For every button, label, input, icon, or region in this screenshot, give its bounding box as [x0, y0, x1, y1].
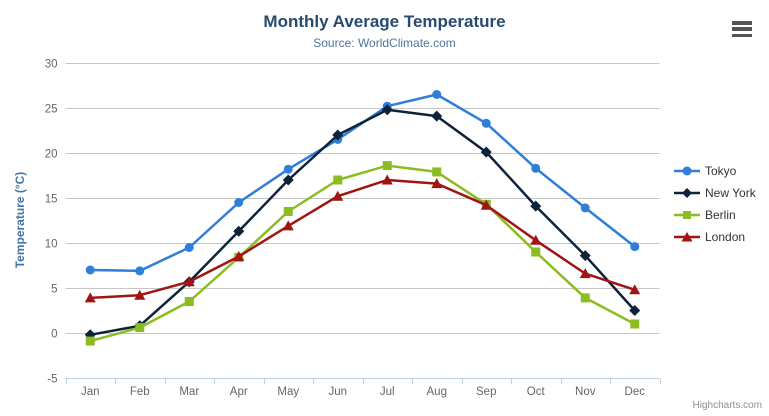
y-axis-label: 25: [45, 104, 58, 116]
legend-label: London: [705, 230, 746, 244]
y-axis-label: -5: [47, 374, 57, 386]
point-london-Apr[interactable]: [233, 251, 245, 261]
x-axis-label: Apr: [230, 386, 248, 398]
point-london-May[interactable]: [282, 220, 294, 231]
square-marker-icon: [683, 211, 691, 219]
y-axis-label: 5: [51, 284, 57, 296]
series-line-london[interactable]: [89, 178, 636, 300]
point-tokyo-May[interactable]: [283, 164, 293, 174]
y-axis-label: 30: [45, 59, 58, 71]
series-line-new-york[interactable]: [89, 108, 636, 337]
point-tokyo-Feb[interactable]: [135, 266, 145, 276]
legend-item-tokyo[interactable]: Tokyo: [674, 160, 756, 182]
chart-title: Monthly Average Temperature: [263, 12, 506, 31]
chart-subtitle: Source: WorldClimate.com: [313, 36, 456, 50]
legend-label: Berlin: [705, 208, 736, 222]
point-new-york-Jul[interactable]: [381, 104, 393, 116]
point-new-york-Oct[interactable]: [530, 200, 542, 212]
y-axis-label: 20: [45, 149, 58, 161]
x-axis-label: Jan: [81, 386, 100, 398]
point-london-Aug[interactable]: [431, 178, 443, 189]
point-london-Nov[interactable]: [579, 268, 591, 279]
point-tokyo-Jan[interactable]: [85, 265, 95, 275]
triangle-series-swatch-icon: [674, 232, 700, 242]
point-berlin-Mar[interactable]: [184, 297, 194, 306]
series-line-berlin[interactable]: [89, 164, 636, 343]
point-tokyo-Aug[interactable]: [432, 90, 442, 99]
circle-series-swatch-icon: [674, 166, 700, 176]
point-london-Feb[interactable]: [134, 289, 146, 300]
x-axis-label: Dec: [625, 386, 646, 398]
point-new-york-Nov[interactable]: [579, 250, 591, 262]
legend-item-berlin[interactable]: Berlin: [674, 204, 756, 226]
y-axis-label: 10: [45, 239, 58, 251]
point-london-Jul[interactable]: [381, 174, 393, 185]
point-berlin-Aug[interactable]: [432, 167, 442, 177]
x-axis-label: Sep: [476, 386, 496, 398]
diamond-marker-icon: [682, 188, 692, 198]
triangle-marker-icon: [681, 232, 693, 242]
point-berlin-Oct[interactable]: [531, 247, 541, 257]
point-london-Mar[interactable]: [183, 276, 195, 287]
diamond-series-swatch-icon: [674, 188, 700, 198]
circle-marker-icon: [682, 166, 692, 176]
hamburger-icon: [732, 21, 752, 25]
x-axis-label: Nov: [575, 386, 596, 398]
legend-item-new-york[interactable]: New York: [674, 182, 756, 204]
point-london-Oct[interactable]: [530, 234, 542, 245]
hamburger-icon: [732, 33, 752, 37]
point-berlin-Jan[interactable]: [85, 336, 95, 346]
square-series-swatch-icon: [674, 211, 700, 219]
hamburger-icon: [732, 27, 752, 31]
point-tokyo-Mar[interactable]: [184, 243, 194, 252]
point-london-Sep[interactable]: [480, 199, 492, 210]
legend-item-london[interactable]: London: [674, 226, 756, 248]
x-axis-label: Jul: [380, 386, 395, 398]
x-axis-label: Feb: [130, 386, 150, 398]
x-axis-label: Oct: [527, 386, 546, 398]
point-london-Dec[interactable]: [629, 284, 641, 295]
x-axis-label: May: [277, 386, 299, 398]
export-menu-button[interactable]: [730, 20, 754, 38]
point-new-york-May[interactable]: [282, 174, 294, 186]
y-axis-label: 0: [51, 329, 57, 341]
point-tokyo-Dec[interactable]: [630, 242, 640, 252]
point-berlin-Dec[interactable]: [630, 319, 640, 329]
point-london-Jan[interactable]: [84, 292, 96, 303]
point-london-Jun[interactable]: [332, 190, 344, 201]
point-berlin-Jun[interactable]: [333, 175, 343, 185]
point-berlin-Nov[interactable]: [580, 293, 590, 303]
x-axis-label: Mar: [179, 386, 199, 398]
x-axis-label: Jun: [328, 386, 347, 398]
point-new-york-Apr[interactable]: [233, 225, 245, 237]
point-new-york-Jun[interactable]: [332, 129, 344, 141]
x-axis-label: Aug: [427, 386, 447, 398]
point-tokyo-Nov[interactable]: [580, 203, 590, 213]
point-berlin-Feb[interactable]: [135, 323, 145, 333]
point-berlin-Jul[interactable]: [382, 161, 392, 171]
point-new-york-Sep[interactable]: [480, 146, 492, 158]
credits-link[interactable]: Highcharts.com: [692, 400, 762, 411]
point-tokyo-Apr[interactable]: [234, 198, 244, 207]
point-tokyo-Sep[interactable]: [481, 118, 491, 128]
point-berlin-May[interactable]: [283, 207, 293, 216]
legend-label: New York: [705, 186, 756, 200]
y-axis-label: 15: [45, 194, 58, 206]
point-new-york-Dec[interactable]: [629, 305, 641, 316]
legend-label: Tokyo: [705, 164, 737, 178]
series-line-tokyo[interactable]: [89, 93, 636, 273]
y-axis-title: Temperature (°C): [13, 172, 27, 269]
point-tokyo-Oct[interactable]: [531, 163, 541, 173]
legend: Tokyo New York Berlin London: [674, 160, 756, 248]
point-new-york-Aug[interactable]: [431, 110, 443, 122]
